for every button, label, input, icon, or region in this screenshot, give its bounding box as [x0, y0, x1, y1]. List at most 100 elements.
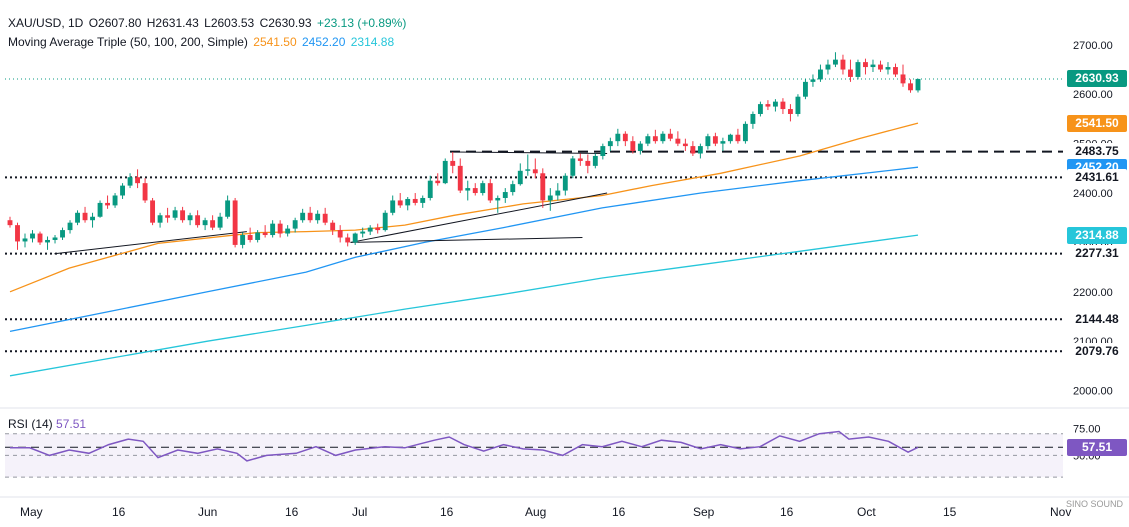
candle-up — [885, 67, 891, 70]
candle-up — [705, 136, 711, 147]
ohlc-low: L2603.53 — [204, 16, 255, 30]
candle-up — [502, 192, 508, 198]
candle-down — [142, 183, 148, 201]
candle-up — [645, 136, 651, 144]
price-label-level: 2079.76 — [1067, 342, 1127, 360]
price-label-level: 2483.75 — [1067, 143, 1127, 161]
trendline — [54, 231, 247, 255]
candle-down — [450, 160, 456, 166]
candle-down — [652, 136, 658, 142]
candle-up — [637, 143, 643, 152]
candle-down — [412, 198, 418, 203]
rsi-value-label: 57.51 — [1067, 438, 1127, 456]
time-tick-label: Nov — [1050, 505, 1072, 519]
candle-up — [772, 101, 778, 107]
ma200-value: 2314.88 — [350, 35, 395, 49]
candle-down — [82, 212, 88, 221]
price-tick-label: 2200.00 — [1073, 287, 1113, 299]
candle-down — [165, 215, 171, 218]
candle-down — [397, 200, 403, 206]
candle-up — [600, 146, 606, 156]
indicator-header: Moving Average Triple (50, 100, 200, Sim… — [8, 35, 396, 49]
candle-up — [727, 134, 733, 142]
price-label-level: 2431.61 — [1067, 168, 1127, 186]
candle-up — [870, 64, 876, 68]
time-tick-label: May — [20, 505, 43, 519]
candle-up — [360, 231, 366, 234]
candle-up — [480, 183, 486, 194]
price-tick-label: 2000.00 — [1073, 386, 1113, 398]
candle-down — [900, 74, 906, 84]
price-label-level: 2277.31 — [1067, 245, 1127, 263]
candle-down — [577, 158, 583, 161]
candle-up — [315, 213, 321, 221]
trendline — [350, 236, 583, 243]
ohlc-open: O2607.80 — [88, 16, 142, 30]
ohlc-close: C2630.93 — [259, 16, 312, 30]
price-label-last: 2630.93 — [1067, 70, 1127, 88]
ma-line-ma200 — [9, 234, 919, 377]
candle-down — [150, 200, 156, 223]
watermark-logo: SINO SOUND — [1047, 499, 1123, 523]
candle-up — [465, 188, 471, 191]
ohlc-high: H2631.43 — [146, 16, 199, 30]
candle-down — [345, 237, 351, 243]
time-tick-label: 16 — [285, 505, 299, 519]
candle-down — [135, 177, 141, 184]
candle-up — [352, 233, 358, 243]
candle-up — [818, 69, 823, 80]
candle-up — [547, 195, 553, 201]
rsi-value: 57.51 — [56, 417, 87, 431]
candle-up — [285, 228, 291, 234]
candle-up — [367, 227, 373, 232]
candle-up — [427, 180, 433, 198]
ma50-value: 2541.50 — [253, 35, 297, 49]
candle-up — [915, 78, 921, 91]
candle-up — [292, 220, 298, 229]
price-label-ma50: 2541.50 — [1067, 114, 1127, 132]
candle-up — [67, 222, 73, 231]
candle-down — [472, 188, 478, 194]
candle-down — [735, 134, 741, 142]
price-tick-label: 2400.00 — [1073, 188, 1113, 200]
time-tick-label: 15 — [943, 505, 957, 519]
time-tick-label: 16 — [612, 505, 626, 519]
price-label-ma200: 2314.88 — [1067, 226, 1127, 244]
candle-up — [240, 235, 246, 245]
candle-down — [630, 141, 636, 152]
price-tick-label: 2700.00 — [1073, 40, 1113, 52]
ma100-value: 2452.20 — [302, 35, 346, 49]
candle-up — [255, 232, 261, 240]
candle-down — [667, 133, 673, 139]
candle-up — [187, 215, 193, 221]
candle-down — [457, 165, 463, 191]
rsi-tick-label: 75.00 — [1073, 423, 1101, 435]
candle-down — [585, 160, 591, 166]
candle-up — [810, 79, 816, 82]
candle-down — [712, 136, 718, 144]
candle-down — [690, 146, 696, 154]
candle-up — [127, 177, 133, 186]
candle-down — [15, 225, 20, 242]
candle-up — [615, 133, 621, 142]
candle-up — [390, 200, 396, 213]
indicator-label: Moving Average Triple (50, 100, 200, Sim… — [8, 35, 248, 49]
candle-down — [532, 169, 538, 174]
candle-up — [300, 212, 306, 221]
candle-up — [60, 230, 65, 238]
candle-up — [405, 198, 411, 206]
time-tick-label: Oct — [857, 505, 876, 519]
symbol-label: XAU/USD, 1D — [8, 16, 84, 30]
candle-up — [172, 210, 178, 218]
price-label-level: 2144.48 — [1067, 310, 1127, 328]
candle-down — [210, 220, 216, 228]
candle-down — [180, 210, 186, 221]
candle-up — [90, 216, 95, 221]
candle-up — [855, 62, 861, 77]
candle-down — [787, 109, 793, 114]
candle-up — [525, 169, 531, 171]
candle-down — [262, 232, 268, 236]
candle-up — [517, 170, 523, 185]
